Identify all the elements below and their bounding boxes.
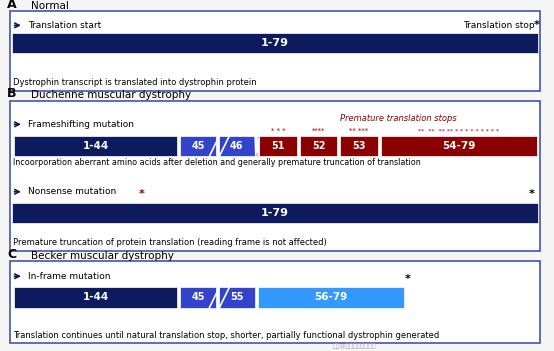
- Text: Frameshifting mutation: Frameshifting mutation: [28, 120, 134, 129]
- Text: 53: 53: [352, 141, 366, 151]
- Text: 52: 52: [312, 141, 325, 151]
- Bar: [340, 136, 378, 156]
- Bar: [300, 136, 337, 156]
- Text: *: *: [534, 20, 540, 30]
- Text: ****: ****: [312, 128, 325, 134]
- Text: Duchenne muscular dystrophy: Duchenne muscular dystrophy: [31, 91, 191, 100]
- Text: *: *: [404, 274, 410, 284]
- Text: 知乎@黄浦江畔的夏先生: 知乎@黄浦江畔的夏先生: [332, 344, 376, 349]
- Text: 1-79: 1-79: [261, 208, 289, 218]
- Text: 54-79: 54-79: [442, 141, 476, 151]
- Text: Incoorporation aberrant amino acids after deletion and generally premature trunc: Incoorporation aberrant amino acids afte…: [13, 158, 420, 167]
- Text: 1-79: 1-79: [261, 38, 289, 48]
- Bar: [12, 33, 538, 53]
- FancyBboxPatch shape: [10, 101, 540, 251]
- Text: 55: 55: [230, 292, 244, 303]
- Text: In-frame mutation: In-frame mutation: [28, 272, 110, 281]
- Text: 56-79: 56-79: [314, 292, 348, 303]
- Text: C: C: [7, 248, 16, 261]
- Text: B: B: [7, 87, 17, 100]
- Text: Translation stop: Translation stop: [463, 21, 534, 30]
- Text: 46: 46: [230, 141, 244, 151]
- Text: Becker muscular dystrophy: Becker muscular dystrophy: [31, 251, 174, 261]
- Bar: [14, 287, 177, 308]
- Text: Premature translation stops: Premature translation stops: [340, 114, 456, 122]
- Bar: [219, 136, 255, 156]
- Text: * * *: * * *: [271, 128, 285, 134]
- Text: Dystrophin transcript is translated into dystrophin protein: Dystrophin transcript is translated into…: [13, 78, 257, 87]
- Bar: [14, 136, 177, 156]
- FancyBboxPatch shape: [10, 261, 540, 343]
- Text: 51: 51: [271, 141, 285, 151]
- Bar: [180, 287, 216, 308]
- Bar: [381, 136, 537, 156]
- Text: Translation start: Translation start: [28, 21, 101, 30]
- Text: *: *: [529, 189, 535, 199]
- Text: *: *: [138, 189, 144, 199]
- Text: 1-44: 1-44: [83, 141, 109, 151]
- Bar: [12, 203, 538, 223]
- Bar: [255, 136, 259, 156]
- Text: 45: 45: [191, 292, 205, 303]
- Text: 1-44: 1-44: [83, 292, 109, 303]
- Bar: [219, 287, 255, 308]
- FancyBboxPatch shape: [10, 11, 540, 91]
- Text: Normal: Normal: [31, 1, 69, 11]
- Bar: [180, 136, 216, 156]
- Text: 45: 45: [191, 141, 205, 151]
- Text: Premature truncation of protein translation (reading frame is not affected): Premature truncation of protein translat…: [13, 238, 326, 247]
- Bar: [259, 136, 297, 156]
- Bar: [258, 287, 404, 308]
- Text: A: A: [7, 0, 17, 11]
- Text: Nonsense mutation: Nonsense mutation: [28, 187, 116, 196]
- Text: Translation continues until natural translation stop, shorter, partially functio: Translation continues until natural tran…: [13, 331, 439, 340]
- Text: ** ***: ** ***: [350, 128, 368, 134]
- Text: **  **  ** ** * * * * * * * * *: ** ** ** ** * * * * * * * * *: [418, 129, 500, 134]
